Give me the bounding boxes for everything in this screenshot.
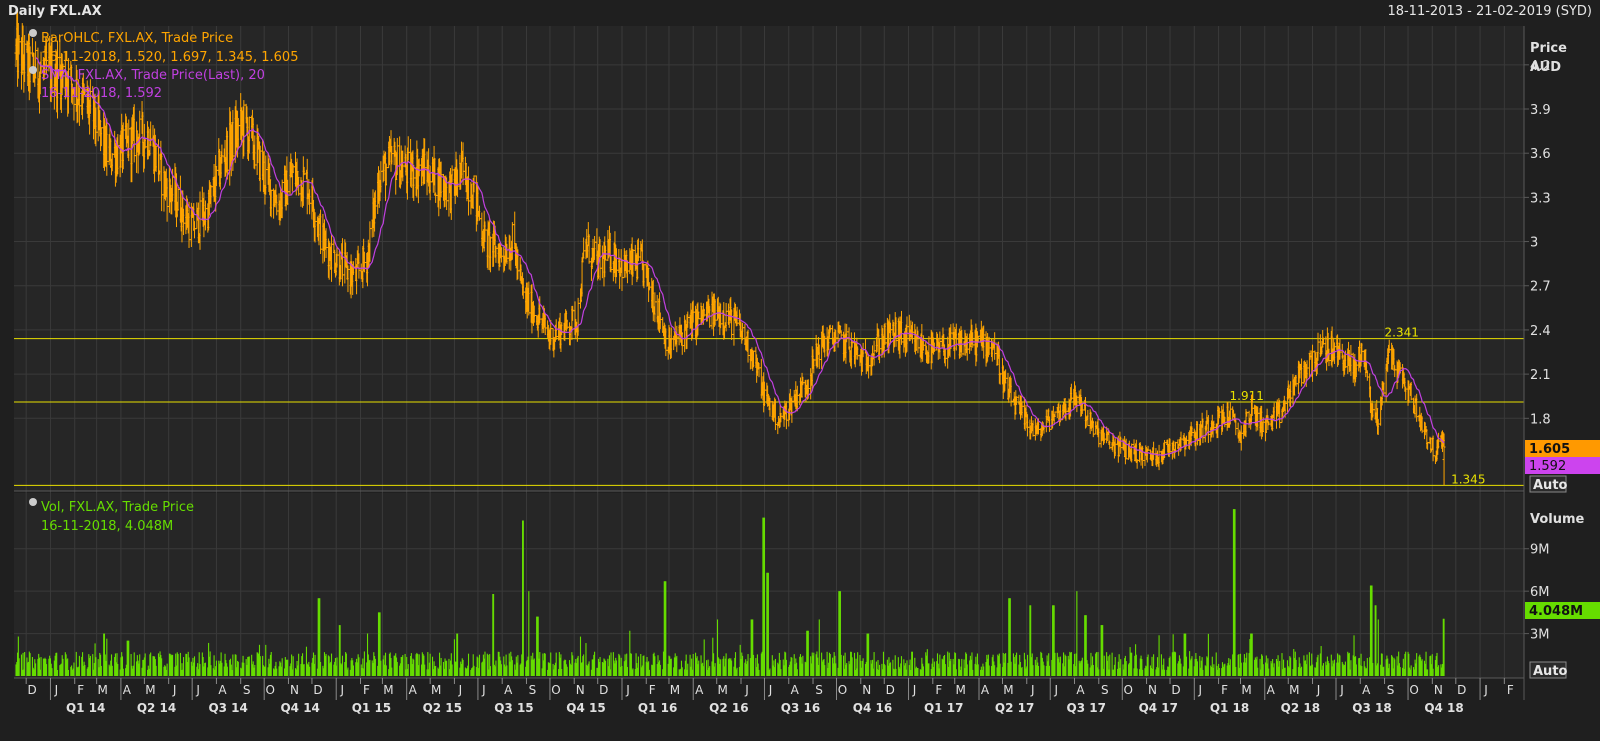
level-label: 1.345	[1451, 472, 1485, 486]
price-panel[interactable]	[14, 26, 1524, 491]
volume-bars	[15, 509, 1445, 676]
level-label: 2.341	[1385, 326, 1419, 340]
grid-lines	[14, 26, 1524, 678]
level-label: 1.911	[1230, 389, 1264, 403]
